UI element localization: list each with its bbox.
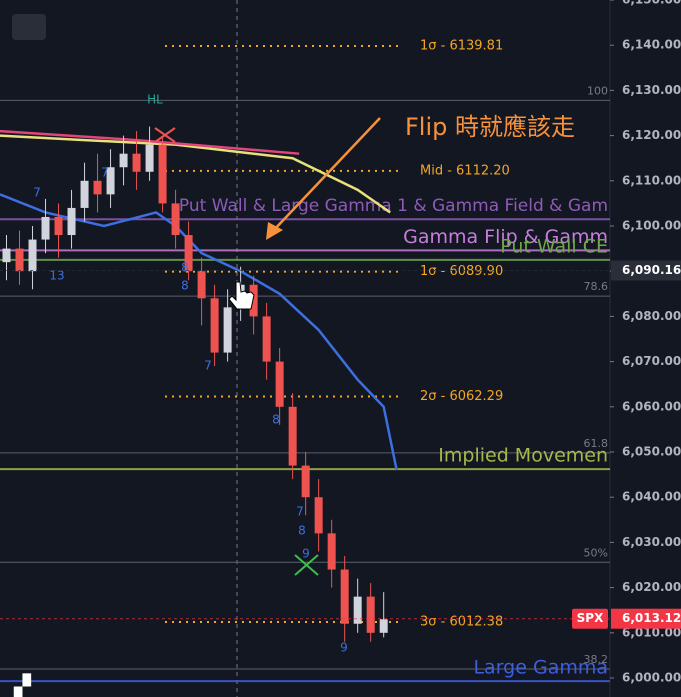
symbol-badge xyxy=(572,608,608,629)
y-tick-label: 6,020.00 xyxy=(622,580,681,594)
sigma-label: 1σ - 6139.81 xyxy=(420,39,503,54)
td-label: 9 xyxy=(302,547,310,561)
td-label: 8 xyxy=(181,279,189,293)
fib-label: 61.8 xyxy=(584,437,609,450)
candle-body xyxy=(262,316,271,362)
candle-body xyxy=(54,216,63,236)
td-label: 8 xyxy=(181,261,189,275)
candle-body xyxy=(171,203,180,236)
td-label: 13 xyxy=(49,269,64,283)
gamma-label: Gamma Flip & Gamm xyxy=(403,226,608,248)
y-tick-label: 6,070.00 xyxy=(622,354,681,368)
plot: 100 78.6 61.8 50% 38.2 Put Wall & Large Gamma… xyxy=(0,39,610,683)
candle-body xyxy=(223,307,232,353)
annotation-arrowhead xyxy=(266,222,283,240)
indicator-line xyxy=(0,134,391,214)
candle-body xyxy=(41,216,50,240)
candle-body xyxy=(275,361,284,407)
y-tick-label: 6,040.00 xyxy=(622,490,681,504)
candle-body xyxy=(184,235,193,272)
sigma-label: 2σ - 6062.29 xyxy=(420,389,503,404)
toolbar-button[interactable] xyxy=(12,14,46,40)
y-tick-label: 6,100.00 xyxy=(622,219,681,233)
candle-body xyxy=(249,284,258,317)
gamma-label: Large Gamma xyxy=(473,657,608,679)
candle-body xyxy=(197,271,206,299)
td-label: 8 xyxy=(298,524,306,538)
candle-body xyxy=(327,533,336,570)
gamma-label: Implied Movemen xyxy=(438,445,608,467)
td-label: 7 xyxy=(33,186,41,200)
candle-body xyxy=(2,248,11,263)
price-badge xyxy=(611,608,681,629)
candle-body xyxy=(314,497,323,534)
y-tick-label: 6,060.00 xyxy=(622,399,681,413)
y-tick-label: 6,130.00 xyxy=(622,83,681,97)
candle-body xyxy=(301,465,310,498)
indicator-line xyxy=(0,193,398,471)
candle-body xyxy=(28,239,37,272)
candle-body xyxy=(210,298,219,353)
candle-body xyxy=(67,207,76,236)
price-badge xyxy=(611,260,681,281)
fib-label: 50% xyxy=(584,546,608,559)
y-tick-label: 6,050.00 xyxy=(622,445,681,459)
y-tick-label: 6,140.00 xyxy=(622,38,681,52)
y-tick-label: 6,120.00 xyxy=(622,128,681,142)
gamma-label: Put Wall & Large Gamma 1 & Gamma Field &… xyxy=(179,196,608,216)
price-label: 6,090.16 xyxy=(622,263,681,277)
candle-body xyxy=(132,153,141,172)
candle-body xyxy=(145,144,154,172)
y-tick-label: 6,000.00 xyxy=(622,671,681,685)
candle-body xyxy=(80,180,89,208)
sigma-label: 1σ - 6089.90 xyxy=(420,264,503,279)
annotation: Flip 時就應該走 xyxy=(405,113,575,141)
td-label: 7 xyxy=(296,505,304,519)
candle-body xyxy=(106,167,115,195)
candle-body xyxy=(379,619,388,633)
candle-body xyxy=(158,144,167,204)
annotation-arrow xyxy=(271,117,381,233)
candle-body xyxy=(119,153,128,168)
candle-body xyxy=(353,596,362,624)
td-label: 7 xyxy=(204,359,212,373)
symbol-label: SPX xyxy=(577,611,604,625)
candle-body xyxy=(93,180,102,195)
td-label: 8 xyxy=(272,413,280,427)
sigma-label: Mid - 6112.20 xyxy=(420,163,510,178)
candle-body xyxy=(366,596,375,633)
y-tick-label: 6,110.00 xyxy=(622,173,681,187)
td-label: 9 xyxy=(340,641,348,655)
candle-body xyxy=(340,569,349,624)
logo: ▞ xyxy=(13,673,32,697)
candle-body xyxy=(288,406,297,466)
candle-body xyxy=(15,248,24,272)
cross-mark xyxy=(294,554,319,576)
sigma-label: 3σ - 6012.38 xyxy=(420,615,503,630)
y-tick-label: 6,080.00 xyxy=(622,309,681,323)
fib-label: 78.6 xyxy=(584,280,609,293)
cursor xyxy=(228,281,255,310)
gamma-label: Put Wall CE xyxy=(500,235,608,257)
price-label: 6,013.12 xyxy=(622,611,681,625)
pivot-label: HL xyxy=(147,93,163,107)
y-tick-label: 6,030.00 xyxy=(622,535,681,549)
td-label: 7 xyxy=(101,166,109,180)
fib-label: 38.2 xyxy=(584,653,609,666)
y-tick-label: 6,150.00 xyxy=(622,0,681,7)
y-tick-label: 6,010.00 xyxy=(622,625,681,639)
fib-label: 100 xyxy=(587,84,608,97)
cross-mark xyxy=(154,127,176,143)
